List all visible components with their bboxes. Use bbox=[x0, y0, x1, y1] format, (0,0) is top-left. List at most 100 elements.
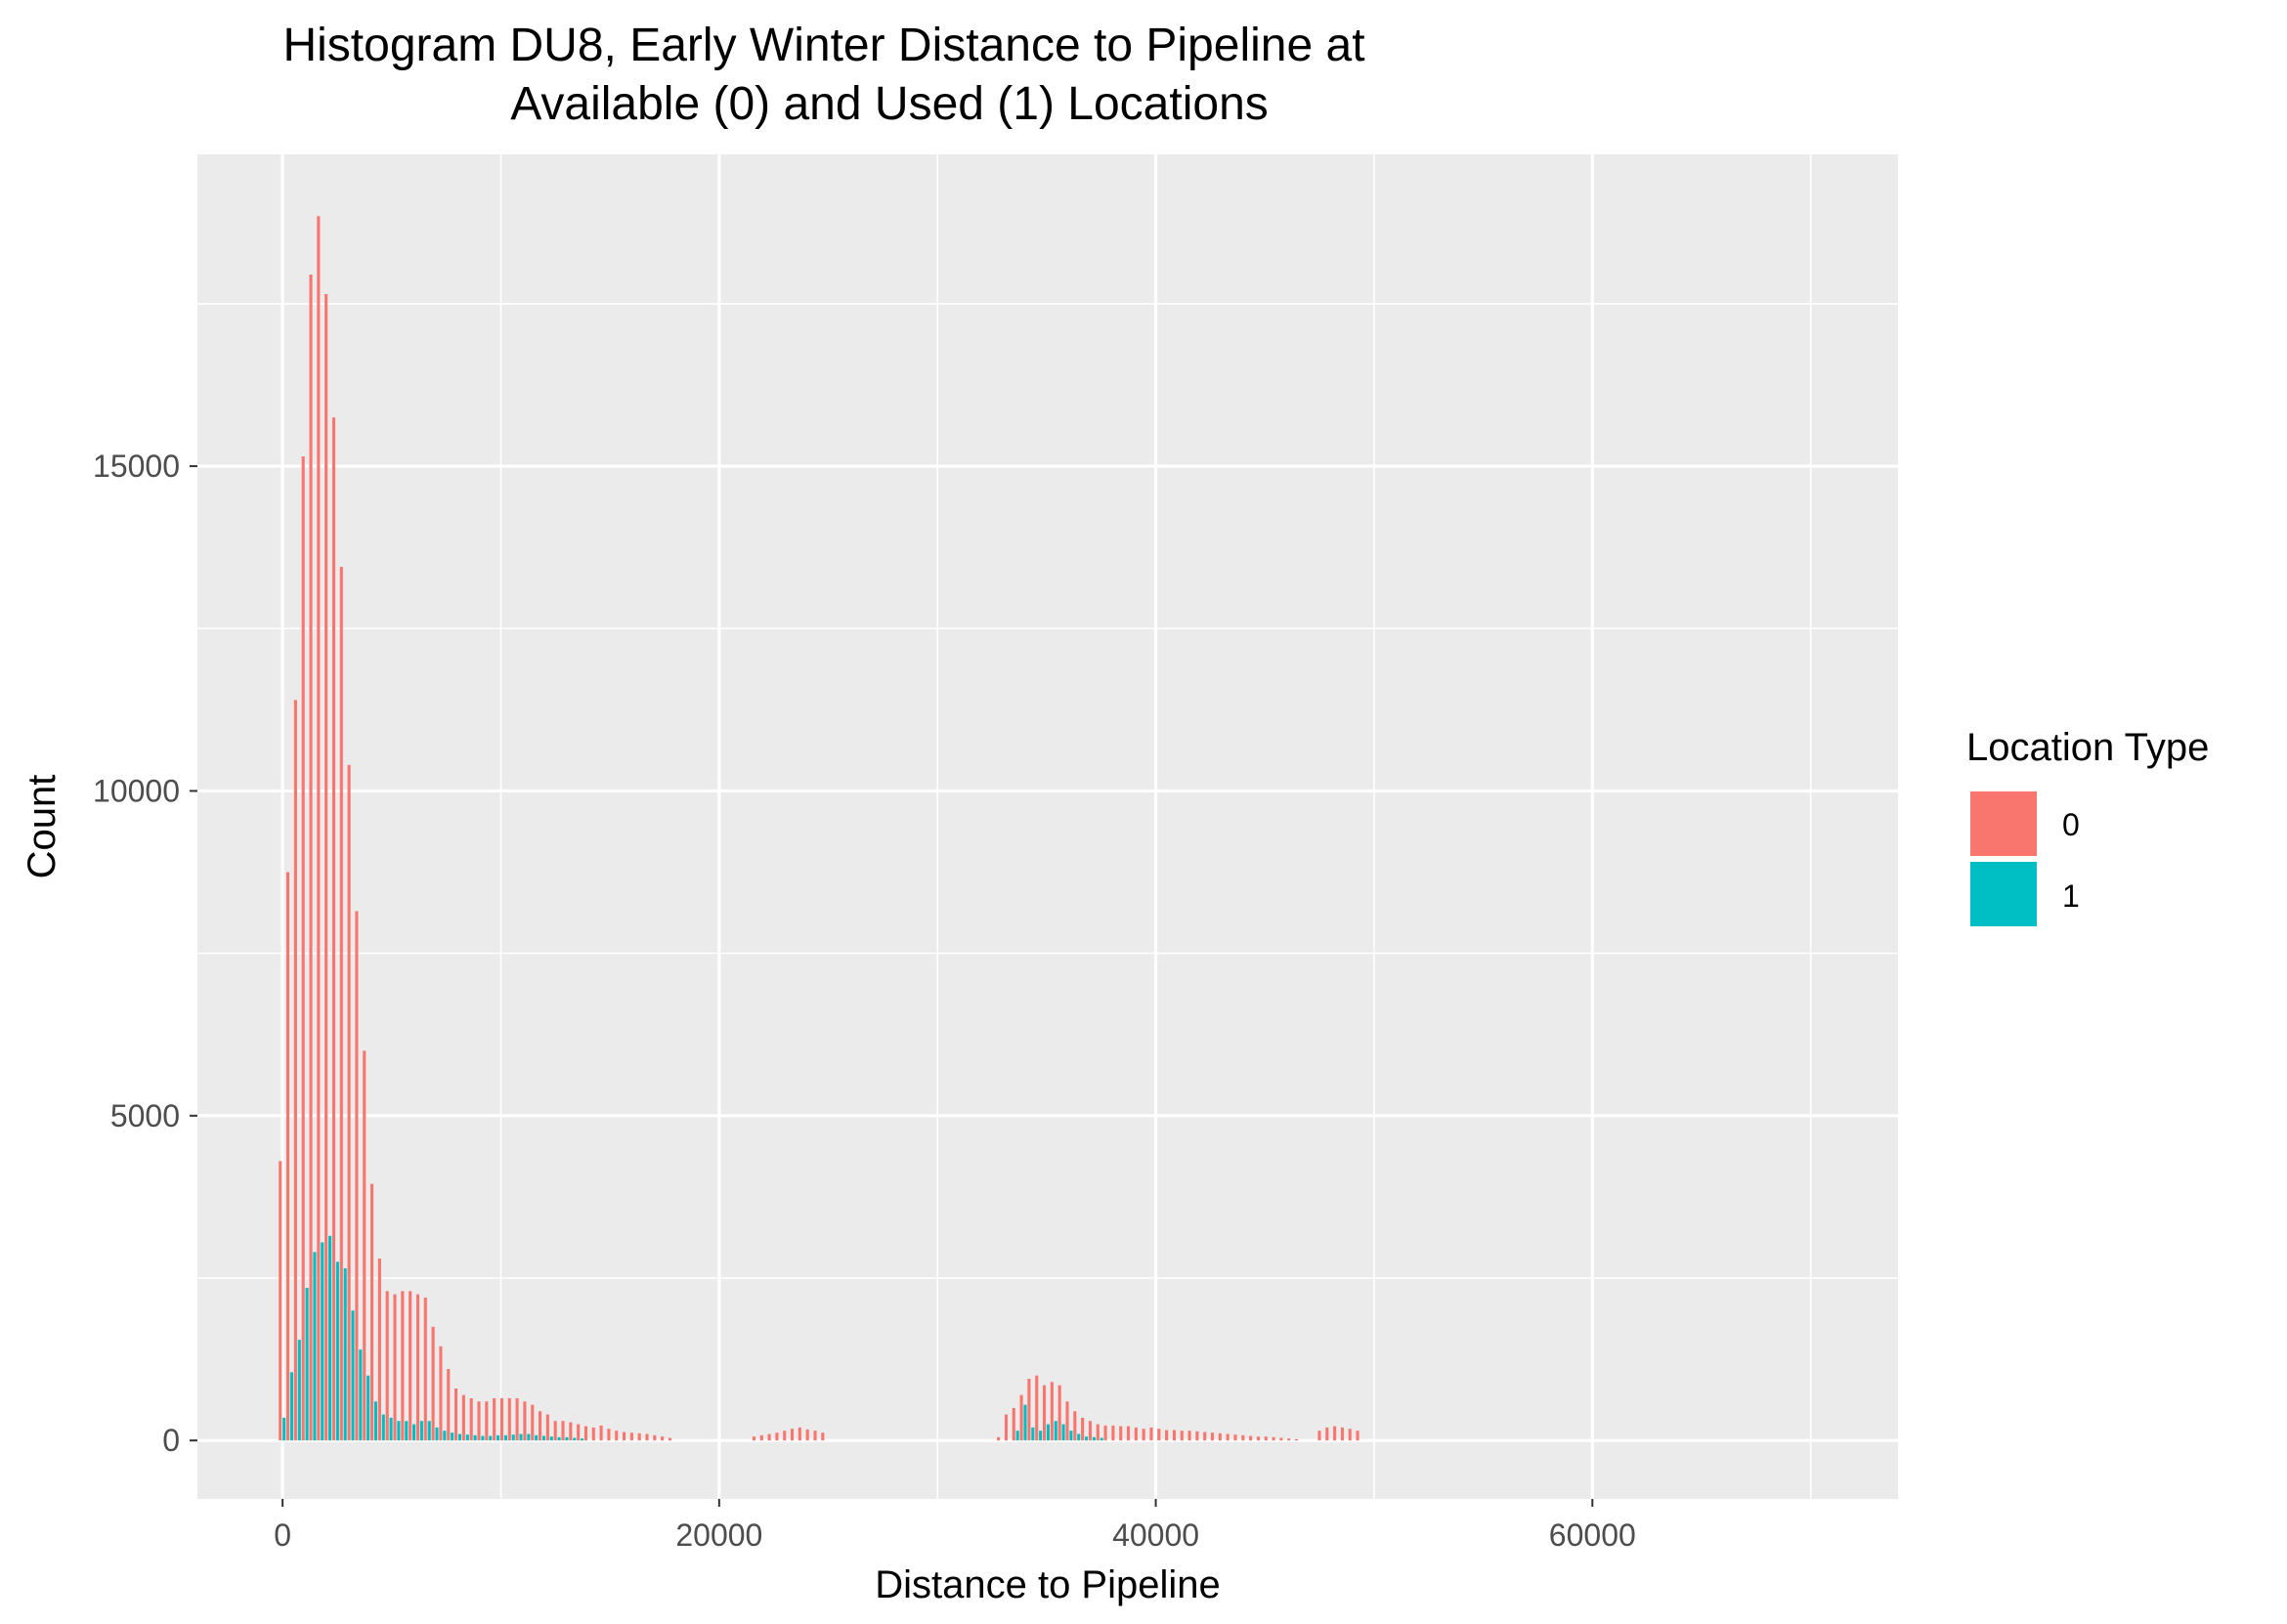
histogram-bar-0 bbox=[1348, 1429, 1352, 1441]
histogram-bar-0 bbox=[454, 1388, 458, 1441]
histogram-bar-0 bbox=[423, 1297, 427, 1441]
histogram-bar-0 bbox=[469, 1397, 473, 1441]
histogram-bar-1 bbox=[1031, 1427, 1035, 1441]
histogram-bar-1 bbox=[541, 1435, 546, 1441]
x-tick-label: 60000 bbox=[1549, 1517, 1636, 1553]
x-tick-label: 40000 bbox=[1112, 1517, 1199, 1553]
histogram-bar-0 bbox=[301, 456, 305, 1441]
histogram-bar-0 bbox=[317, 216, 321, 1441]
histogram-bar-1 bbox=[373, 1401, 378, 1441]
histogram-bar-1 bbox=[1077, 1433, 1081, 1441]
histogram-bar-1 bbox=[343, 1268, 347, 1441]
histogram-bar-0 bbox=[821, 1432, 825, 1441]
histogram-bar-1 bbox=[305, 1287, 309, 1441]
histogram-bar-0 bbox=[637, 1432, 641, 1441]
histogram-bar-1 bbox=[389, 1417, 393, 1441]
histogram-bar-1 bbox=[1054, 1421, 1057, 1441]
histogram-bar-0 bbox=[1165, 1430, 1169, 1441]
histogram-bar-0 bbox=[1126, 1426, 1131, 1441]
histogram-bar-0 bbox=[385, 1291, 389, 1441]
histogram-bar-0 bbox=[752, 1436, 756, 1441]
histogram-bar-0 bbox=[1103, 1425, 1107, 1441]
histogram-bar-0 bbox=[1356, 1431, 1359, 1441]
histogram-bar-0 bbox=[1203, 1432, 1207, 1441]
plot-panel bbox=[197, 154, 1898, 1499]
histogram-bar-0 bbox=[1195, 1431, 1199, 1441]
histogram-bar-1 bbox=[535, 1434, 539, 1441]
histogram-bar-0 bbox=[653, 1434, 657, 1441]
histogram-bar-0 bbox=[1096, 1424, 1100, 1441]
histogram-bar-0 bbox=[401, 1291, 405, 1441]
histogram-bar-0 bbox=[577, 1424, 581, 1441]
histogram-bar-1 bbox=[473, 1434, 477, 1441]
histogram-bar-1 bbox=[465, 1434, 469, 1441]
histogram-bar-1 bbox=[496, 1434, 500, 1441]
histogram-bar-1 bbox=[1084, 1436, 1089, 1441]
histogram-bar-0 bbox=[377, 1259, 381, 1441]
histogram-bar-1 bbox=[1069, 1431, 1073, 1441]
histogram-bar-1 bbox=[1092, 1436, 1096, 1441]
histogram-bar-1 bbox=[405, 1421, 409, 1441]
histogram-bar-1 bbox=[481, 1435, 485, 1441]
histogram-bar-0 bbox=[561, 1421, 565, 1441]
histogram-bar-1 bbox=[1015, 1431, 1019, 1441]
histogram-bar-0 bbox=[1081, 1417, 1085, 1441]
histogram-bar-0 bbox=[783, 1431, 787, 1441]
histogram-bar-0 bbox=[347, 764, 351, 1441]
histogram-bar-1 bbox=[381, 1414, 385, 1441]
histogram-bar-1 bbox=[427, 1421, 431, 1441]
histogram-bar-0 bbox=[1142, 1429, 1145, 1441]
y-axis: 0 5000 10000 15000 bbox=[93, 449, 197, 1458]
histogram-bar-0 bbox=[1027, 1379, 1031, 1441]
histogram-bar-0 bbox=[1004, 1414, 1008, 1441]
histogram-bar-0 bbox=[1050, 1382, 1054, 1441]
histogram-bar-1 bbox=[573, 1437, 577, 1441]
histogram-bar-1 bbox=[1061, 1424, 1065, 1441]
histogram-bar-0 bbox=[1294, 1438, 1299, 1441]
histogram-bar-0 bbox=[1019, 1394, 1023, 1441]
histogram-bar-1 bbox=[1023, 1404, 1027, 1441]
histogram-bar-0 bbox=[1119, 1426, 1123, 1441]
histogram-bar-0 bbox=[1065, 1401, 1069, 1441]
histogram-bar-0 bbox=[1012, 1407, 1015, 1441]
histogram-bar-0 bbox=[798, 1427, 801, 1441]
histogram-bar-0 bbox=[1111, 1425, 1115, 1441]
histogram-bar-1 bbox=[457, 1433, 462, 1441]
histogram-bar-0 bbox=[1333, 1426, 1337, 1441]
histogram-bar-0 bbox=[1241, 1434, 1245, 1441]
minor-gridlines bbox=[197, 154, 1898, 1499]
histogram-bar-0 bbox=[309, 274, 313, 1441]
histogram-bar-0 bbox=[591, 1427, 595, 1441]
y-tick-label: 10000 bbox=[93, 773, 180, 808]
legend-label-1: 1 bbox=[2062, 878, 2080, 914]
histogram-bar-0 bbox=[393, 1294, 397, 1441]
histogram-bar-0 bbox=[1172, 1430, 1176, 1441]
histogram-bar-0 bbox=[775, 1432, 779, 1441]
histogram-bar-1 bbox=[335, 1261, 339, 1441]
series-1-bars bbox=[282, 1235, 1103, 1441]
histogram-bar-0 bbox=[805, 1429, 809, 1441]
histogram-bar-0 bbox=[1218, 1432, 1222, 1441]
histogram-bar-0 bbox=[1279, 1437, 1283, 1441]
series-0-bars bbox=[279, 216, 1359, 1441]
histogram-bar-0 bbox=[668, 1437, 672, 1441]
histogram-bar-0 bbox=[485, 1401, 489, 1441]
histogram-bar-0 bbox=[1256, 1436, 1260, 1441]
histogram-bar-1 bbox=[511, 1434, 515, 1441]
histogram-bar-1 bbox=[321, 1242, 324, 1441]
histogram-bar-1 bbox=[313, 1252, 317, 1441]
histogram-bar-1 bbox=[1039, 1431, 1043, 1441]
histogram-bar-1 bbox=[367, 1375, 370, 1441]
histogram-bar-1 bbox=[489, 1435, 493, 1441]
legend-label-0: 0 bbox=[2062, 807, 2080, 842]
x-axis: 0 20000 40000 60000 bbox=[274, 1499, 1636, 1553]
histogram-bar-0 bbox=[1210, 1432, 1215, 1441]
histogram-bar-0 bbox=[1134, 1427, 1138, 1441]
histogram-bar-0 bbox=[759, 1434, 763, 1441]
histogram-bar-1 bbox=[527, 1433, 531, 1441]
histogram-bar-0 bbox=[615, 1431, 619, 1441]
histogram-bar-0 bbox=[355, 911, 359, 1441]
histogram-bar-0 bbox=[1073, 1411, 1077, 1441]
histogram-bar-1 bbox=[297, 1340, 301, 1441]
histogram-bar-0 bbox=[583, 1426, 588, 1441]
